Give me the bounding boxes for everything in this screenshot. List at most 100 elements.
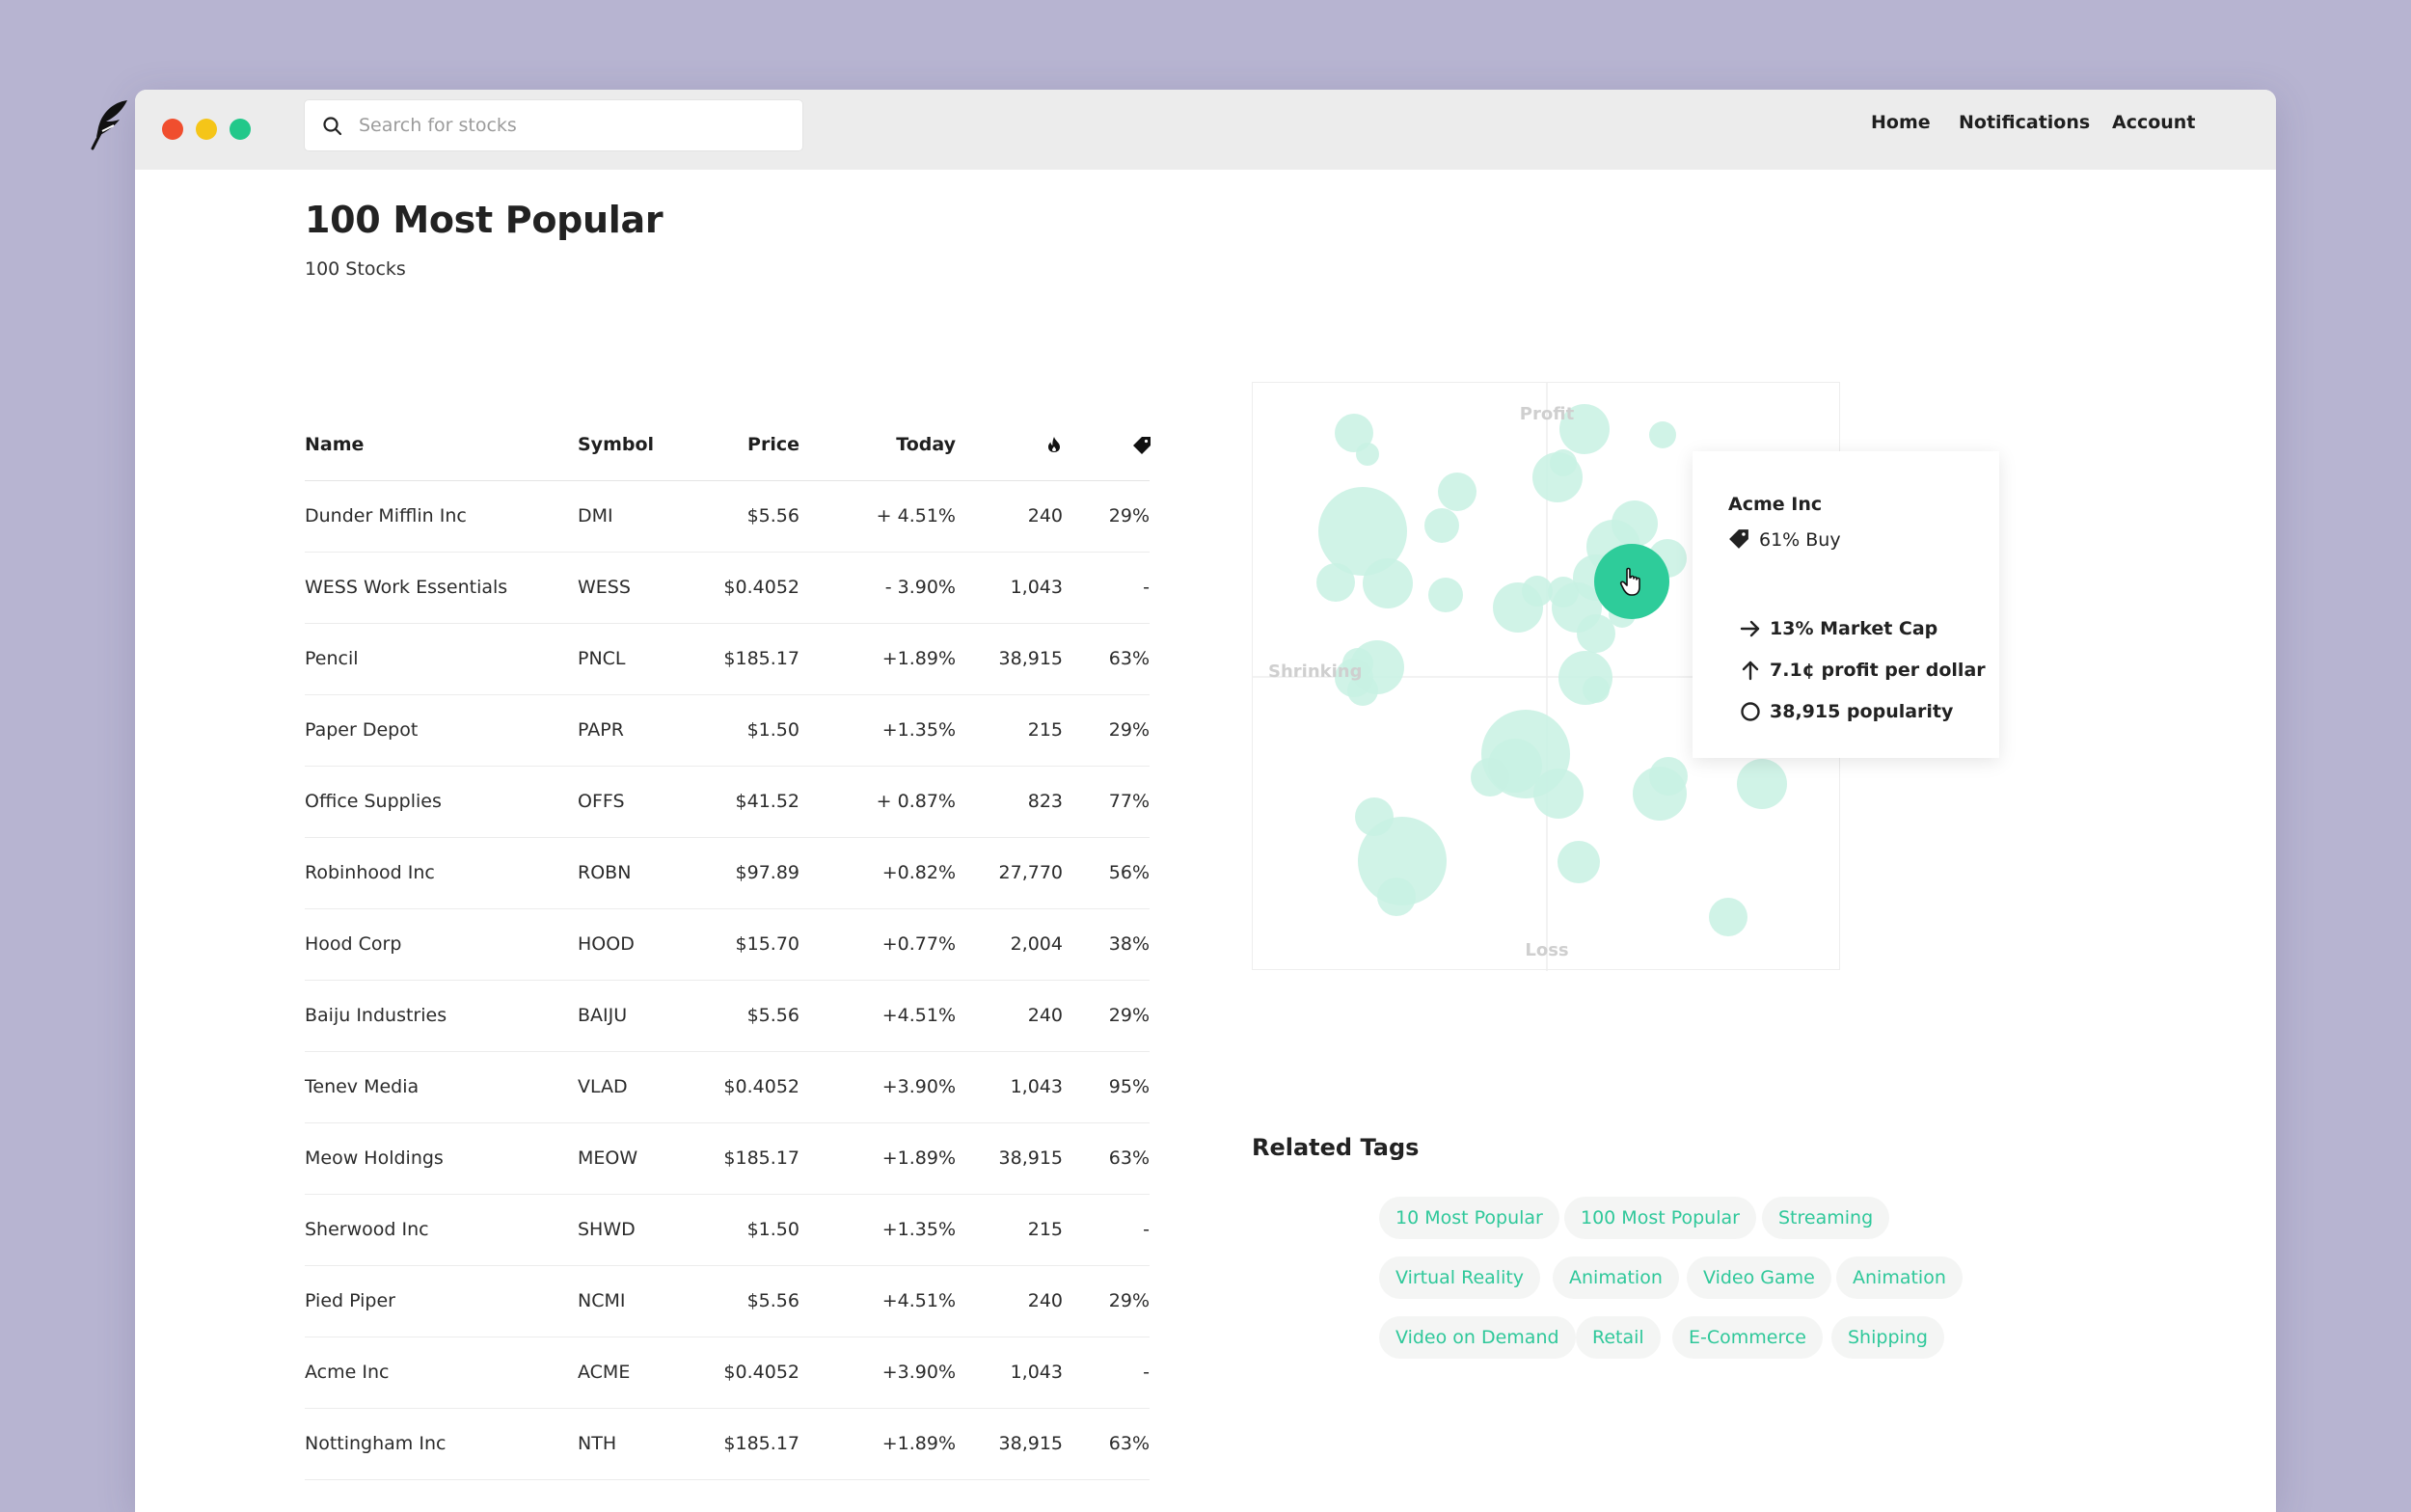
cell-popularity: 2,004 [956,908,1063,981]
stock-bubble[interactable] [1633,767,1687,821]
stock-bubble[interactable] [1428,578,1463,612]
cell-popularity: 240 [956,480,1063,553]
stock-bubble[interactable] [1550,449,1577,476]
cell-price: $15.70 [693,908,799,981]
cell-price: $185.17 [693,623,799,695]
nav-home[interactable]: Home [1871,112,1931,133]
feather-icon[interactable] [85,98,135,152]
cell-buy: 95% [1063,1051,1150,1123]
table-row[interactable]: WESS Work Essentials WESS $0.4052- 3.90% 1,… [305,552,1150,624]
stock-bubble[interactable] [1583,676,1610,703]
tag-animation[interactable]: Animation [1553,1256,1679,1299]
stock-bubble[interactable] [1358,817,1447,905]
tag-animation[interactable]: Animation [1836,1256,1963,1299]
stock-bubble[interactable] [1493,582,1543,633]
stock-bubble[interactable] [1335,659,1373,697]
cell-popularity: 1,043 [956,1336,1063,1409]
column-header-name[interactable]: Name [305,409,578,481]
stock-bubble[interactable] [1377,878,1416,916]
table-row[interactable]: Tenev Media VLAD $0.4052 +3.90% 1,043 95% [305,1051,1150,1123]
cell-price: $0.4052 [693,552,799,624]
bubble-tooltip: Acme Inc 61% Buy 13% Market Cap 7.1¢ pro… [1693,451,1999,758]
stock-bubble[interactable] [1438,472,1476,511]
stock-bubble[interactable] [1318,487,1407,576]
cell-price: $185.17 [693,1408,799,1480]
stock-bubble[interactable] [1577,614,1615,653]
nav-account[interactable]: Account [2112,112,2196,133]
cell-name: Sherwood Inc [305,1194,578,1266]
table-row[interactable]: Office Supplies OFFS $41.52 + 0.87% 823 77% [305,766,1150,838]
stock-bubble[interactable] [1356,443,1379,466]
stock-bubble[interactable] [1533,769,1584,819]
close-window-button[interactable] [162,119,183,140]
stocks-table: Name Symbol Price Today [305,409,1151,1480]
stock-bubble[interactable] [1709,898,1747,936]
table-row[interactable]: Dunder Mifflin Inc DMI $5.56 + 4.51% 240 29% [305,480,1150,553]
cell-symbol: NCMI [578,1265,693,1337]
table-header-row: Name Symbol Price Today [305,409,1151,481]
cell-symbol: HOOD [578,908,693,981]
cell-today: +3.90% [799,1336,956,1409]
table-row[interactable]: Paper Depot PAPR $1.50 +1.35% 215 29% [305,694,1150,767]
tooltip-buy-row: 61% Buy [1728,528,1841,552]
cell-popularity: 1,043 [956,1051,1063,1123]
tag-streaming[interactable]: Streaming [1762,1197,1890,1239]
table-row[interactable]: Nottingham Inc NTH $185.17 +1.89% 38,915 63% [305,1408,1150,1480]
cell-today: +3.90% [799,1051,956,1123]
table-row[interactable]: Pied Piper NCMI $5.56 +4.51% 240 29% [305,1265,1150,1337]
cell-symbol: OFFS [578,766,693,838]
search-input[interactable] [359,108,783,143]
column-header-popularity[interactable] [956,409,1063,481]
table-row[interactable]: Acme Inc ACME $0.4052 +3.90% 1,043- [305,1336,1150,1409]
stock-bubble[interactable] [1737,759,1787,809]
cell-today: +1.35% [799,1194,956,1266]
table-row[interactable]: Sherwood Inc SHWD $1.50 +1.35% 215- [305,1194,1150,1266]
cell-price: $0.4052 [693,1336,799,1409]
nav-notifications[interactable]: Notifications [1959,112,2091,133]
column-header-symbol[interactable]: Symbol [578,409,693,481]
tag-video-on-demand[interactable]: Video on Demand [1379,1316,1576,1359]
stock-bubble[interactable] [1558,841,1600,883]
tag-e-commerce[interactable]: E-Commerce [1672,1316,1823,1359]
stock-bubble[interactable] [1649,421,1676,448]
column-header-price[interactable]: Price [693,409,799,481]
cell-today: +4.51% [799,1265,956,1337]
cell-name: Office Supplies [305,766,578,838]
cell-popularity: 38,915 [956,1408,1063,1480]
cell-popularity: 215 [956,1194,1063,1266]
circle-icon [1739,700,1762,723]
pointer-cursor-icon [1619,567,1640,596]
cell-name: Hood Corp [305,908,578,981]
tag-shipping[interactable]: Shipping [1831,1316,1944,1359]
table-row[interactable]: Baiju Industries BAIJU $5.56 +4.51% 240 29% [305,980,1150,1052]
stock-bubble[interactable] [1316,563,1355,602]
maximize-window-button[interactable] [230,119,251,140]
table-row[interactable]: Hood Corp HOOD $15.70 +0.77% 2,004 38% [305,908,1150,981]
tag-virtual-reality[interactable]: Virtual Reality [1379,1256,1541,1299]
cell-symbol: BAIJU [578,980,693,1052]
stock-bubble[interactable] [1471,758,1509,796]
search-box[interactable] [304,99,803,151]
cell-symbol: ACME [578,1336,693,1409]
tag-icon [1132,436,1151,455]
flame-icon [1045,436,1063,453]
column-header-today[interactable]: Today [799,409,956,481]
column-header-buy[interactable] [1063,409,1151,481]
table-row[interactable]: Pencil PNCL $185.17 +1.89% 38,915 63% [305,623,1150,695]
stock-bubble[interactable] [1335,414,1373,452]
cell-buy: - [1063,1194,1150,1266]
cell-name: Pencil [305,623,578,695]
stock-bubble[interactable] [1559,404,1610,454]
cell-price: $5.56 [693,1265,799,1337]
tag-100-most-popular[interactable]: 100 Most Popular [1564,1197,1756,1239]
cell-price: $97.89 [693,837,799,909]
tag-video-game[interactable]: Video Game [1687,1256,1831,1299]
table-row[interactable]: Robinhood Inc ROBN $97.89 +0.82% 27,770 56% [305,837,1150,909]
stock-bubble[interactable] [1363,558,1413,608]
tag-retail[interactable]: Retail [1576,1316,1661,1359]
tag-10-most-popular[interactable]: 10 Most Popular [1379,1197,1559,1239]
table-row[interactable]: Meow Holdings MEOW $185.17 +1.89% 38,915 63% [305,1122,1150,1195]
stock-bubble[interactable] [1424,508,1459,543]
page-title: 100 Most Popular [305,199,664,241]
minimize-window-button[interactable] [196,119,217,140]
